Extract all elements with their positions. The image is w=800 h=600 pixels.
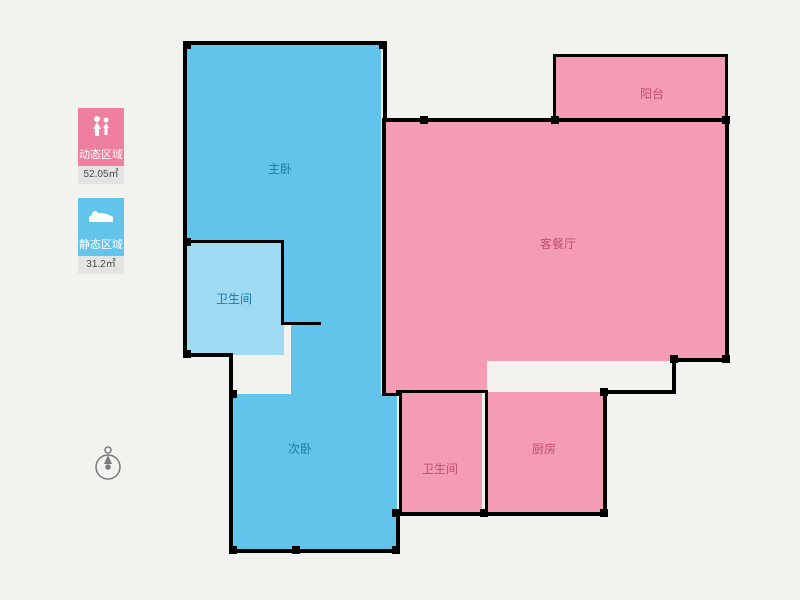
wall-segment (229, 549, 399, 553)
wall-tick (183, 238, 191, 246)
wall-segment (183, 41, 383, 45)
wall-tick (722, 355, 730, 363)
legend-static-value: 31.2㎡ (78, 256, 124, 274)
wall-tick (183, 350, 191, 358)
legend-static-label: 静态区域 (78, 234, 124, 256)
wall-segment (725, 54, 728, 120)
wall-segment (382, 393, 400, 396)
wall-segment (183, 41, 187, 357)
legend-dynamic-value: 52.05㎡ (78, 166, 124, 184)
wall-segment (229, 353, 233, 553)
wall-tick (308, 41, 316, 45)
room-balcony (556, 56, 726, 118)
room-second (232, 394, 397, 552)
wall-tick (600, 509, 608, 517)
wall-segment (672, 358, 728, 362)
wall-tick (670, 355, 678, 363)
wall-tick (600, 388, 608, 396)
bed-icon (78, 198, 124, 234)
wall-segment (281, 322, 321, 325)
wall-segment (396, 390, 488, 393)
wall-tick (551, 116, 559, 124)
wall-tick (229, 390, 237, 398)
wall-tick (420, 116, 428, 124)
room-kitchen (488, 392, 604, 514)
wall-tick (379, 41, 387, 49)
wall-tick (292, 546, 300, 554)
people-icon (78, 108, 124, 144)
wall-segment (553, 54, 728, 57)
room-bath2 (402, 392, 482, 514)
wall-segment (553, 54, 556, 120)
wall-segment (672, 358, 676, 394)
wall-tick (480, 509, 488, 517)
room-living (385, 361, 487, 393)
wall-tick (722, 116, 730, 124)
room-bath1 (186, 243, 284, 355)
legend-dynamic: 动态区域 52.05㎡ (78, 108, 124, 184)
wall-segment (485, 390, 488, 514)
compass-icon (88, 445, 128, 490)
wall-tick (183, 41, 191, 49)
floorplan-canvas: 动态区域 52.05㎡ 静态区域 31.2㎡ (0, 0, 800, 600)
wall-segment (281, 240, 284, 325)
wall-segment (603, 390, 607, 515)
legend-dynamic-label: 动态区域 (78, 144, 124, 166)
wall-tick (229, 546, 237, 554)
wall-segment (399, 390, 402, 514)
wall-segment (603, 390, 675, 394)
wall-segment (396, 512, 606, 516)
room-master (291, 322, 381, 395)
wall-segment (382, 118, 386, 396)
wall-segment (725, 118, 729, 361)
room-living (385, 121, 727, 361)
legend-static: 静态区域 31.2㎡ (78, 198, 124, 274)
wall-segment (183, 240, 283, 243)
wall-tick (392, 509, 400, 517)
wall-tick (392, 546, 400, 554)
wall-segment (383, 41, 387, 121)
